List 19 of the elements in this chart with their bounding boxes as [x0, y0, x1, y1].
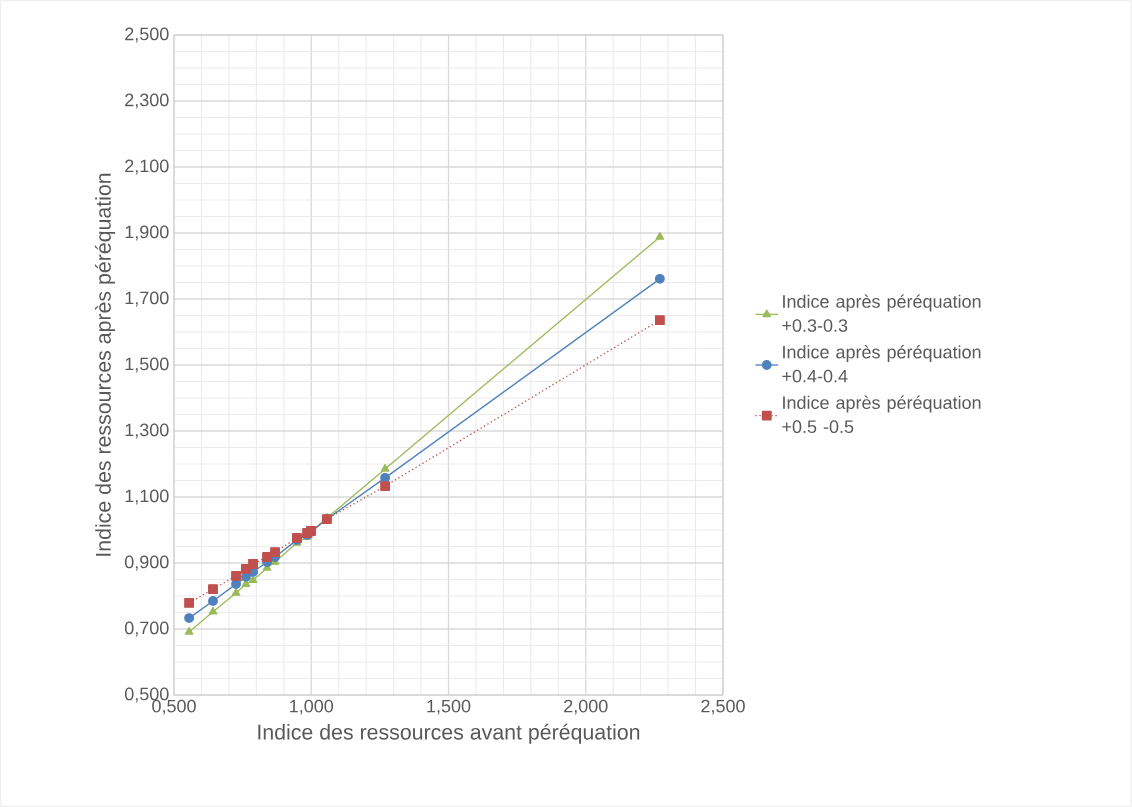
x-tick-label: 2,000: [564, 699, 608, 715]
y-tick-label: 2,100: [125, 159, 169, 175]
y-tick-label: 1,300: [125, 423, 169, 439]
y-tick-label: 1,700: [125, 291, 169, 307]
y-axis-title: Indice des ressources après péréquation: [94, 173, 116, 556]
y-tick-label: 1,900: [125, 225, 169, 241]
y-tick-label: 1,500: [125, 357, 169, 373]
y-tick-label: 2,500: [125, 27, 169, 43]
x-tick-label: 1,500: [427, 699, 471, 715]
legend-label: Indice après péréquation +0.4-0.4: [782, 345, 981, 383]
y-tick-label: 1,100: [125, 489, 169, 505]
x-axis-title: Indice des ressources avant péréquation: [258, 723, 640, 744]
y-tick-label: 2,300: [125, 93, 169, 109]
y-tick-label: 0,900: [124, 555, 169, 571]
legend-label: Indice après péréquation +0.3-0.3: [782, 294, 981, 332]
x-tick-label: 2,500: [701, 699, 745, 715]
legend-label: Indice après péréquation +0.5 -0.5: [782, 395, 981, 434]
x-tick-label: 1,000: [290, 699, 334, 715]
y-tick-label: 0,700: [124, 621, 169, 637]
